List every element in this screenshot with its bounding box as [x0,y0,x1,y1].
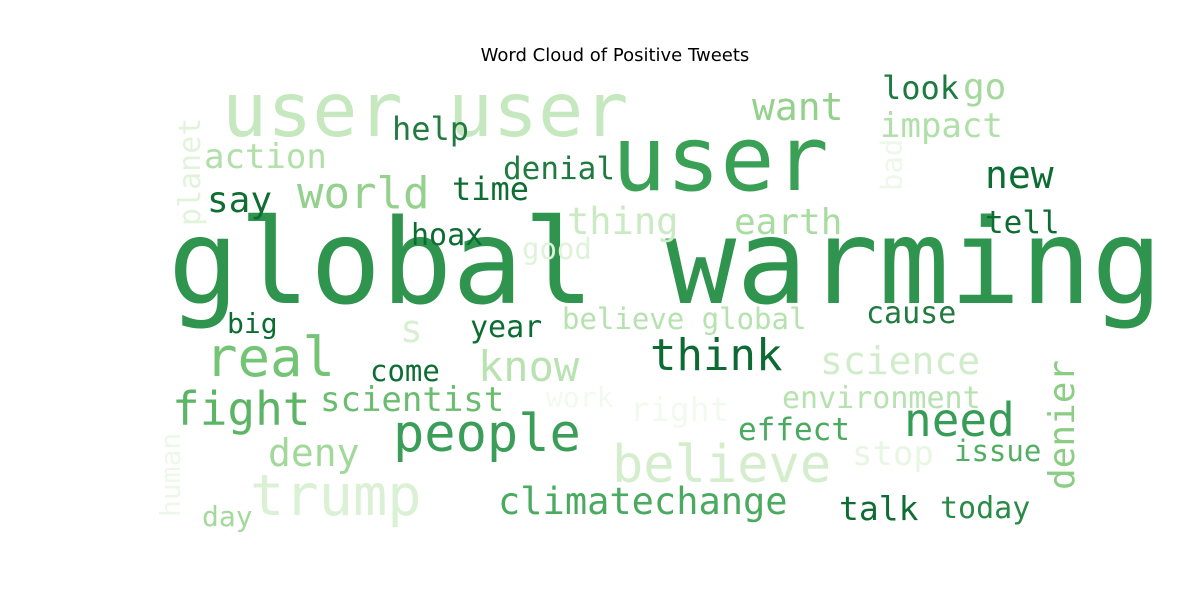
word-s: s [400,307,423,351]
word-want: want [752,85,844,129]
word-earth: earth [734,202,842,243]
word-think: think [650,330,782,381]
word-denier: denier [1042,360,1083,490]
word-issue: issue [954,434,1041,468]
chart-title: Word Cloud of Positive Tweets [480,45,750,66]
word-work: work [546,381,614,414]
word-people: people [393,404,581,464]
word-stop: stop [852,434,934,474]
word-denial: denial [503,151,615,187]
word-help: help [392,110,469,148]
word-big: big [227,307,278,340]
word-say: say [207,180,272,221]
word-human: human [154,433,187,517]
word-effect: effect [738,412,850,448]
word-believe: believe [612,435,831,495]
word-tell: tell [985,205,1060,241]
word-need: need [904,393,1015,447]
word-good: good [522,232,592,266]
word-real: real [205,326,335,389]
word-come: come [370,354,440,388]
word-thing: thing [567,200,678,243]
word-believe-global: believe global [562,302,806,336]
word-bad: bad [875,139,909,191]
word-user: user [612,107,829,212]
word-scientist: scientist [320,380,504,420]
word-impact: impact [880,106,1003,146]
word-today: today [940,491,1030,526]
word-trump: trump [250,463,422,529]
word-year: year [470,310,542,345]
word-planet: planet [173,118,208,226]
word-climatechange: climatechange [498,480,788,523]
word-go: go [963,67,1006,108]
word-environment: environment [782,381,981,416]
word-fight: fight [172,382,310,436]
word-science: science [820,339,980,383]
word-hoax: hoax [411,218,483,253]
word-action: action [204,137,327,177]
word-deny: deny [268,431,360,475]
word-time: time [452,170,529,208]
word-look: look [882,69,959,107]
word-right: right [630,390,729,429]
word-cause: cause [866,296,956,331]
word-new: new [985,153,1054,197]
word-talk: talk [839,489,919,528]
word-user-user: user user [222,66,628,154]
word-global-warming: global warming [168,193,1163,331]
word-day: day [202,500,253,533]
word-know: know [478,342,580,391]
word-world: world [297,168,429,219]
